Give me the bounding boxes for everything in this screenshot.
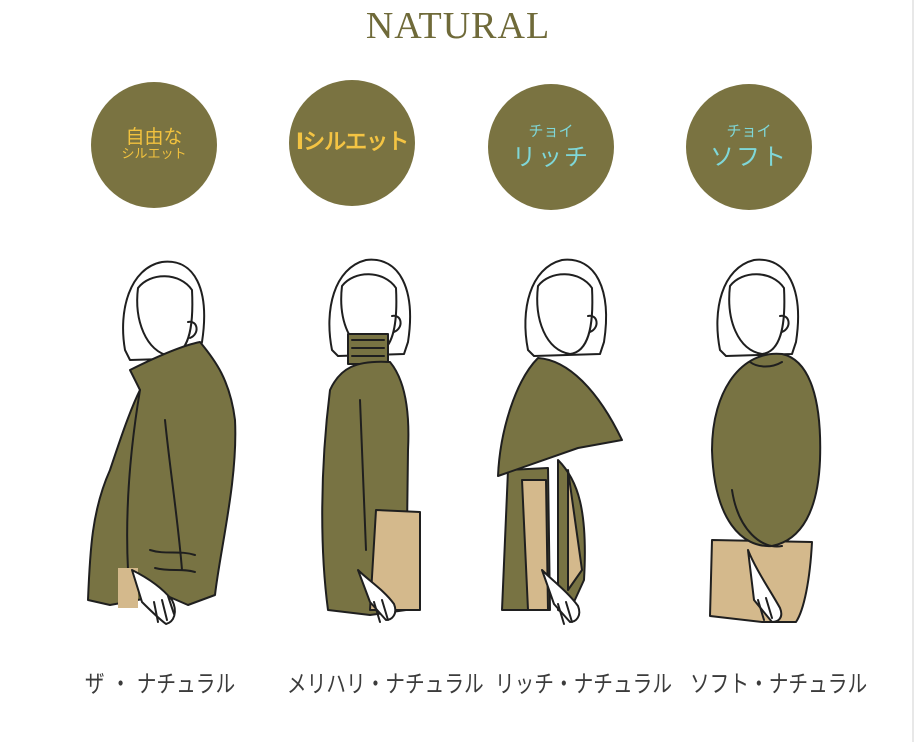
page-title: NATURAL <box>365 5 551 47</box>
badge-line: ソフト <box>710 142 788 171</box>
badge-choi-rich: チョイ リッチ <box>488 84 614 210</box>
caption-merihari-natural: メリハリ・ナチュラル <box>286 670 484 698</box>
badge-line: チョイ <box>726 121 772 140</box>
badge-i-silhouette: Iシルエット <box>289 80 415 206</box>
badge-line: Iシルエット <box>295 130 409 156</box>
badge-line: 自由な <box>125 125 183 148</box>
badge-choi-soft: チョイ ソフト <box>686 84 812 210</box>
badge-free-silhouette: 自由な シルエット <box>91 82 217 208</box>
badge-line: シルエット <box>121 147 187 163</box>
figure-merihari-natural <box>321 258 421 623</box>
caption-soft-natural: ソフト・ナチュラル <box>690 670 868 698</box>
badge-line: チョイ <box>528 121 574 140</box>
caption-the-natural: ザ ・ ナチュラル <box>84 670 236 698</box>
edge-divider <box>912 0 914 742</box>
figure-the-natural <box>87 260 237 625</box>
caption-rich-natural: リッチ・ナチュラル <box>494 670 673 698</box>
badge-line: リッチ <box>512 142 590 171</box>
figure-rich-natural <box>497 258 623 625</box>
figure-soft-natural <box>709 258 822 623</box>
